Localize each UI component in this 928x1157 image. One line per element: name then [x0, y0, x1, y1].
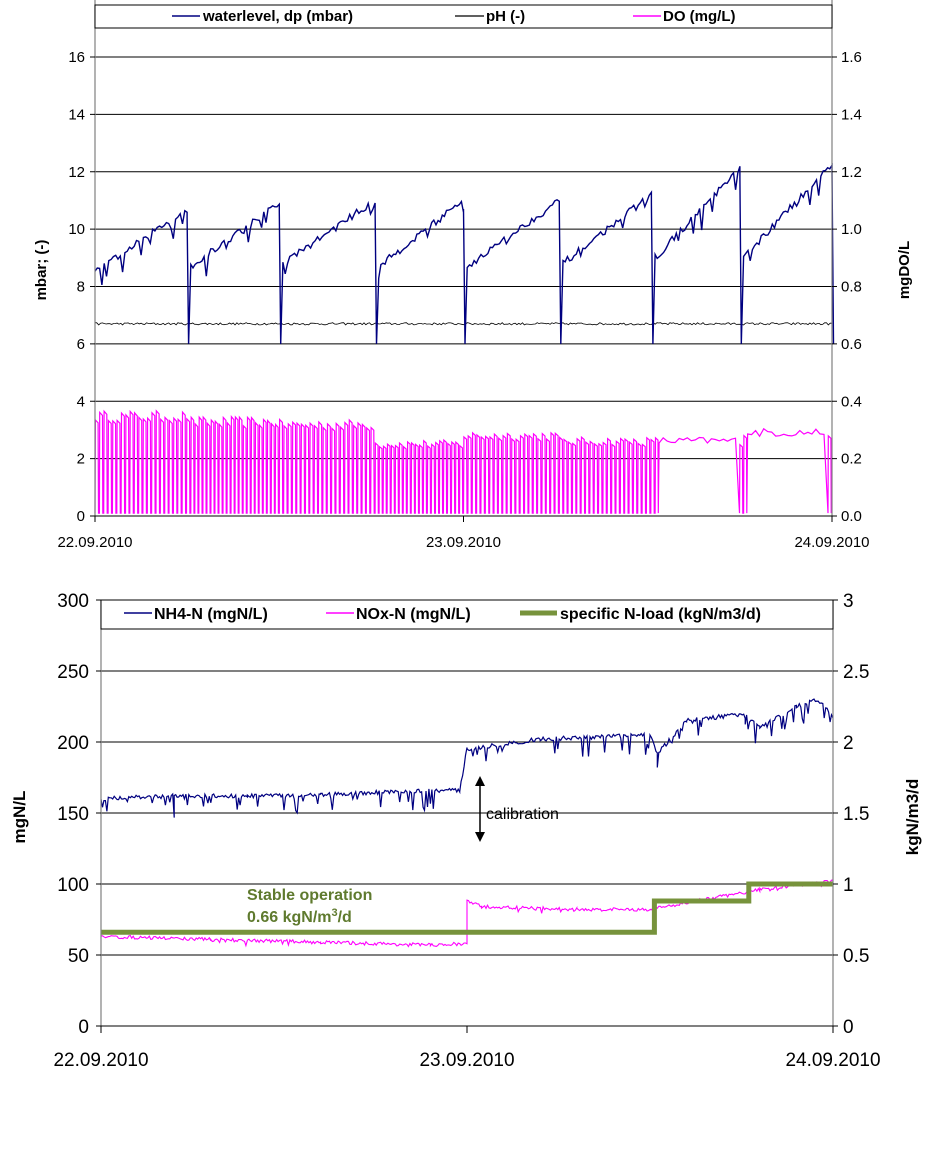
bottom-y2-tick-label: 1 [843, 875, 854, 896]
top-y-tick-label: 2 [77, 451, 85, 468]
bottom-y-tick-label: 50 [68, 946, 89, 967]
top-x-tick-label: 22.09.2010 [57, 534, 132, 551]
series-nload-line [101, 881, 833, 935]
bottom-y-tick-label: 100 [57, 875, 89, 896]
bottom-legend: NH4-N (mgN/L) NOx-N (mgN/L) specific N-l… [100, 599, 834, 630]
top-y-tick-label: 4 [77, 393, 85, 410]
top-y2-tick-label: 1.0 [841, 221, 862, 238]
legend-nh4: NH4-N (mgN/L) [154, 606, 268, 623]
legend-nload: specific N-load (kgN/m3/d) [560, 606, 761, 623]
bottom-y2-ticks: 0 0.5 1 1.5 2 2.5 3 [833, 591, 869, 1038]
top-y-tick-label: 10 [68, 221, 85, 238]
stable-operation-line2: 0.66 kgN/m3/d [247, 907, 352, 926]
top-chart: 0 2 4 6 8 10 12 14 16 0.0 0.2 0.4 0.6 0.8 1.0 1.2 1.4 1.… [33, 0, 913, 551]
bottom-y2-tick-label: 0 [843, 1017, 854, 1038]
bottom-y-tick-label: 200 [57, 733, 89, 754]
calibration-arrow-head-up [475, 776, 485, 786]
top-x-ticks: 22.09.2010 23.09.2010 24.09.2010 [57, 516, 870, 551]
top-y2-tick-label: 1.2 [841, 164, 862, 181]
bottom-x-tick-label: 22.09.2010 [53, 1050, 148, 1071]
bottom-legend-box [100, 599, 834, 630]
calibration-annotation: calibration [475, 776, 559, 842]
top-y2-tick-label: 0.2 [841, 451, 862, 468]
bottom-gridlines [101, 670, 833, 956]
series-nox-line [100, 879, 834, 948]
top-y2-tick-label: 1.6 [841, 49, 862, 66]
bottom-y2-label: kgN/m3/d [903, 779, 922, 856]
top-y-tick-label: 16 [68, 49, 85, 66]
bottom-x-tick-label: 23.09.2010 [419, 1050, 514, 1071]
top-y2-tick-label: 0.4 [841, 393, 862, 410]
stable-operation-line1: Stable operation [247, 887, 372, 904]
bottom-y2-tick-label: 0.5 [843, 946, 869, 967]
top-y2-ticks: 0.0 0.2 0.4 0.6 0.8 1.0 1.2 1.4 1.6 [832, 49, 862, 525]
bottom-y-tick-label: 150 [57, 804, 89, 825]
bottom-y-tick-label: 250 [57, 662, 89, 683]
calibration-label: calibration [486, 806, 559, 823]
stable-operation-annotation: Stable operation 0.66 kgN/m3/d [247, 887, 372, 926]
top-x-tick-label: 23.09.2010 [426, 534, 501, 551]
bottom-x-tick-label: 24.09.2010 [785, 1050, 880, 1071]
legend-ph: pH (-) [486, 8, 525, 25]
bottom-series [100, 698, 834, 948]
top-y-tick-label: 14 [68, 106, 85, 123]
top-y2-tick-label: 0.0 [841, 508, 862, 525]
top-x-tick-label: 24.09.2010 [794, 534, 869, 551]
bottom-y2-tick-label: 2 [843, 733, 854, 754]
bottom-y-label: mgN/L [10, 791, 29, 844]
top-y-label: mbar; (-) [33, 240, 50, 301]
legend-waterlevel: waterlevel, dp (mbar) [202, 8, 353, 25]
top-y2-tick-label: 0.6 [841, 336, 862, 353]
top-y-tick-label: 8 [77, 279, 85, 296]
bottom-y-tick-label: 0 [78, 1017, 89, 1038]
legend-nox: NOx-N (mgN/L) [356, 606, 471, 623]
series-nh4-line [100, 698, 834, 818]
calibration-arrow-head-down [475, 832, 485, 842]
bottom-y2-tick-label: 1.5 [843, 804, 869, 825]
series-do-line [94, 409, 832, 514]
bottom-y-ticks: 0 50 100 150 200 250 300 [57, 591, 101, 1038]
top-series [94, 162, 835, 514]
top-legend: waterlevel, dp (mbar) pH (-) DO (mg/L) [94, 4, 833, 29]
bottom-x-ticks: 22.09.2010 23.09.2010 24.09.2010 [53, 1026, 881, 1071]
bottom-y2-tick-label: 2.5 [843, 662, 869, 683]
bottom-chart: 0 50 100 150 200 250 300 0 0.5 1 1.5 2 2.5 3 22.09.2… [10, 591, 922, 1071]
top-y-ticks: 0 2 4 6 8 10 12 14 16 [68, 49, 95, 525]
bottom-y2-tick-label: 3 [843, 591, 854, 612]
top-y-tick-label: 12 [68, 164, 85, 181]
top-y2-label: mgDO/L [896, 241, 913, 299]
top-y-tick-label: 6 [77, 336, 85, 353]
top-y-tick-label: 0 [77, 508, 85, 525]
series-waterlevel-line [94, 162, 835, 344]
legend-do: DO (mg/L) [663, 8, 736, 25]
bottom-y-tick-label: 300 [57, 591, 89, 612]
series-ph-line [94, 322, 832, 326]
top-y2-tick-label: 0.8 [841, 279, 862, 296]
top-y2-tick-label: 1.4 [841, 106, 862, 123]
